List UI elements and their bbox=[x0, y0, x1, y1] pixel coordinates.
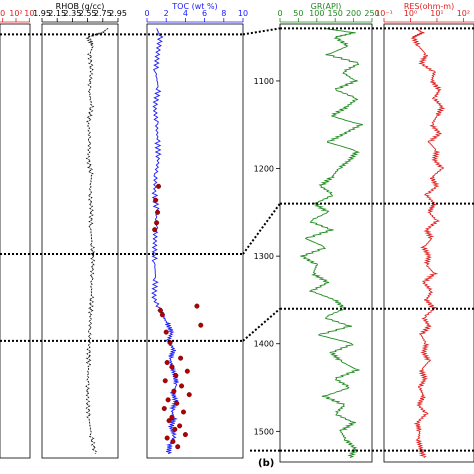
track-frame-res_left bbox=[0, 23, 31, 459]
formation-top-correlation bbox=[242, 307, 281, 342]
axis-title-gr: GR(API) bbox=[311, 2, 342, 11]
tick-label: 10⁰ bbox=[404, 9, 417, 18]
tick-label: 2.15 bbox=[48, 9, 66, 18]
toc-sample-point bbox=[174, 400, 180, 406]
toc-sample-point bbox=[169, 414, 175, 420]
toc-sample-point bbox=[164, 360, 170, 366]
axis-title-rhob: RHOB (g/cc) bbox=[56, 2, 105, 11]
tick-label: 0 bbox=[0, 9, 5, 18]
tick-label: 10¹ bbox=[430, 9, 443, 18]
panel-b-label: (b) bbox=[258, 458, 274, 469]
tick-label: 10² bbox=[9, 9, 22, 18]
toc-sample-point bbox=[169, 364, 175, 370]
toc-sample-point bbox=[154, 220, 160, 226]
axis-res_left: 0 10² 10 bbox=[0, 9, 34, 23]
tick-label: 0 bbox=[277, 9, 282, 18]
y-tick-label: 1300 bbox=[254, 252, 274, 261]
toc-sample-point bbox=[184, 368, 190, 374]
toc-sample-point bbox=[175, 444, 181, 450]
tick-label: 6 bbox=[202, 9, 207, 18]
tick-label: 2.75 bbox=[94, 9, 112, 18]
toc-sample-point bbox=[153, 197, 159, 203]
axis-gr: 0 50 100 150 200 250 GR(API) bbox=[277, 2, 380, 23]
toc-sample-point bbox=[163, 329, 169, 335]
toc-sample-point bbox=[161, 406, 167, 412]
tick-label: 50 bbox=[293, 9, 303, 18]
tick-label: 0 bbox=[144, 9, 149, 18]
tick-label: 2.95 bbox=[109, 9, 127, 18]
toc-sample-point bbox=[178, 355, 184, 361]
y-tick-label: 1500 bbox=[254, 427, 274, 436]
toc-sample-point bbox=[171, 388, 177, 394]
tick-label: 2 bbox=[164, 9, 169, 18]
axis-rhob: 1.952.152.352.552.752.95 RHOB (g/cc) bbox=[33, 2, 127, 23]
tick-label: 10⁻¹ bbox=[375, 9, 393, 18]
toc-sample-point bbox=[177, 423, 183, 429]
series-rhob bbox=[85, 27, 109, 454]
toc-sample-point bbox=[165, 397, 171, 403]
toc-sample-point bbox=[186, 392, 192, 398]
tick-label: 250 bbox=[364, 9, 379, 18]
toc-sample-point bbox=[156, 183, 162, 189]
y-tick-label: 1200 bbox=[254, 165, 274, 174]
axis-toc: 0 2 4 6 8 10 TOC (wt %) bbox=[144, 2, 248, 23]
axis-title-toc: TOC (wt %) bbox=[171, 2, 217, 11]
track-frame-res bbox=[383, 23, 474, 463]
series-gr bbox=[300, 27, 364, 459]
tick-label: 10 bbox=[24, 9, 34, 18]
tick-label: 200 bbox=[346, 9, 361, 18]
series-toc bbox=[151, 28, 179, 455]
toc-sample-point bbox=[173, 373, 179, 379]
formation-top-lines bbox=[0, 27, 474, 452]
toc-sample-point bbox=[172, 426, 178, 432]
tick-label: 100 bbox=[309, 9, 324, 18]
depth-axis: 1100 1200 1300 1400 1500 bbox=[254, 77, 280, 436]
toc-sample-point bbox=[194, 303, 200, 309]
formation-top-correlation bbox=[242, 202, 281, 255]
formation-top-correlation bbox=[242, 27, 281, 36]
tick-label: 10 bbox=[238, 9, 248, 18]
toc-sample-point bbox=[152, 227, 158, 233]
log-curves bbox=[85, 27, 446, 459]
tick-label: 150 bbox=[328, 9, 343, 18]
tick-label: 8 bbox=[221, 9, 226, 18]
tick-label: 1.95 bbox=[33, 9, 51, 18]
track-frame-gr bbox=[279, 23, 373, 463]
track-frame-toc bbox=[146, 23, 244, 459]
tick-label: 2.35 bbox=[63, 9, 81, 18]
toc-sample-point bbox=[162, 378, 168, 384]
y-tick-label: 1100 bbox=[254, 77, 274, 86]
axis-title-res: RES(ohm-m) bbox=[404, 2, 454, 11]
tick-label: 10² bbox=[457, 9, 470, 18]
toc-sample-point bbox=[182, 432, 188, 438]
toc-sample-point bbox=[164, 435, 170, 441]
toc-sample-point bbox=[159, 312, 165, 318]
y-tick-label: 1400 bbox=[254, 340, 274, 349]
toc-sample-point bbox=[180, 409, 186, 415]
tick-label: 4 bbox=[183, 9, 188, 18]
toc-sample-point bbox=[155, 209, 161, 215]
track-frame-rhob bbox=[41, 23, 119, 459]
toc-sample-point bbox=[198, 322, 204, 328]
toc-sample-point bbox=[179, 383, 185, 389]
toc-sample-point bbox=[170, 439, 176, 445]
tick-label: 2.55 bbox=[79, 9, 97, 18]
toc-sample-point bbox=[157, 307, 163, 313]
track-frames bbox=[0, 23, 474, 463]
toc-sample-point bbox=[166, 418, 172, 424]
series-res bbox=[410, 28, 446, 458]
